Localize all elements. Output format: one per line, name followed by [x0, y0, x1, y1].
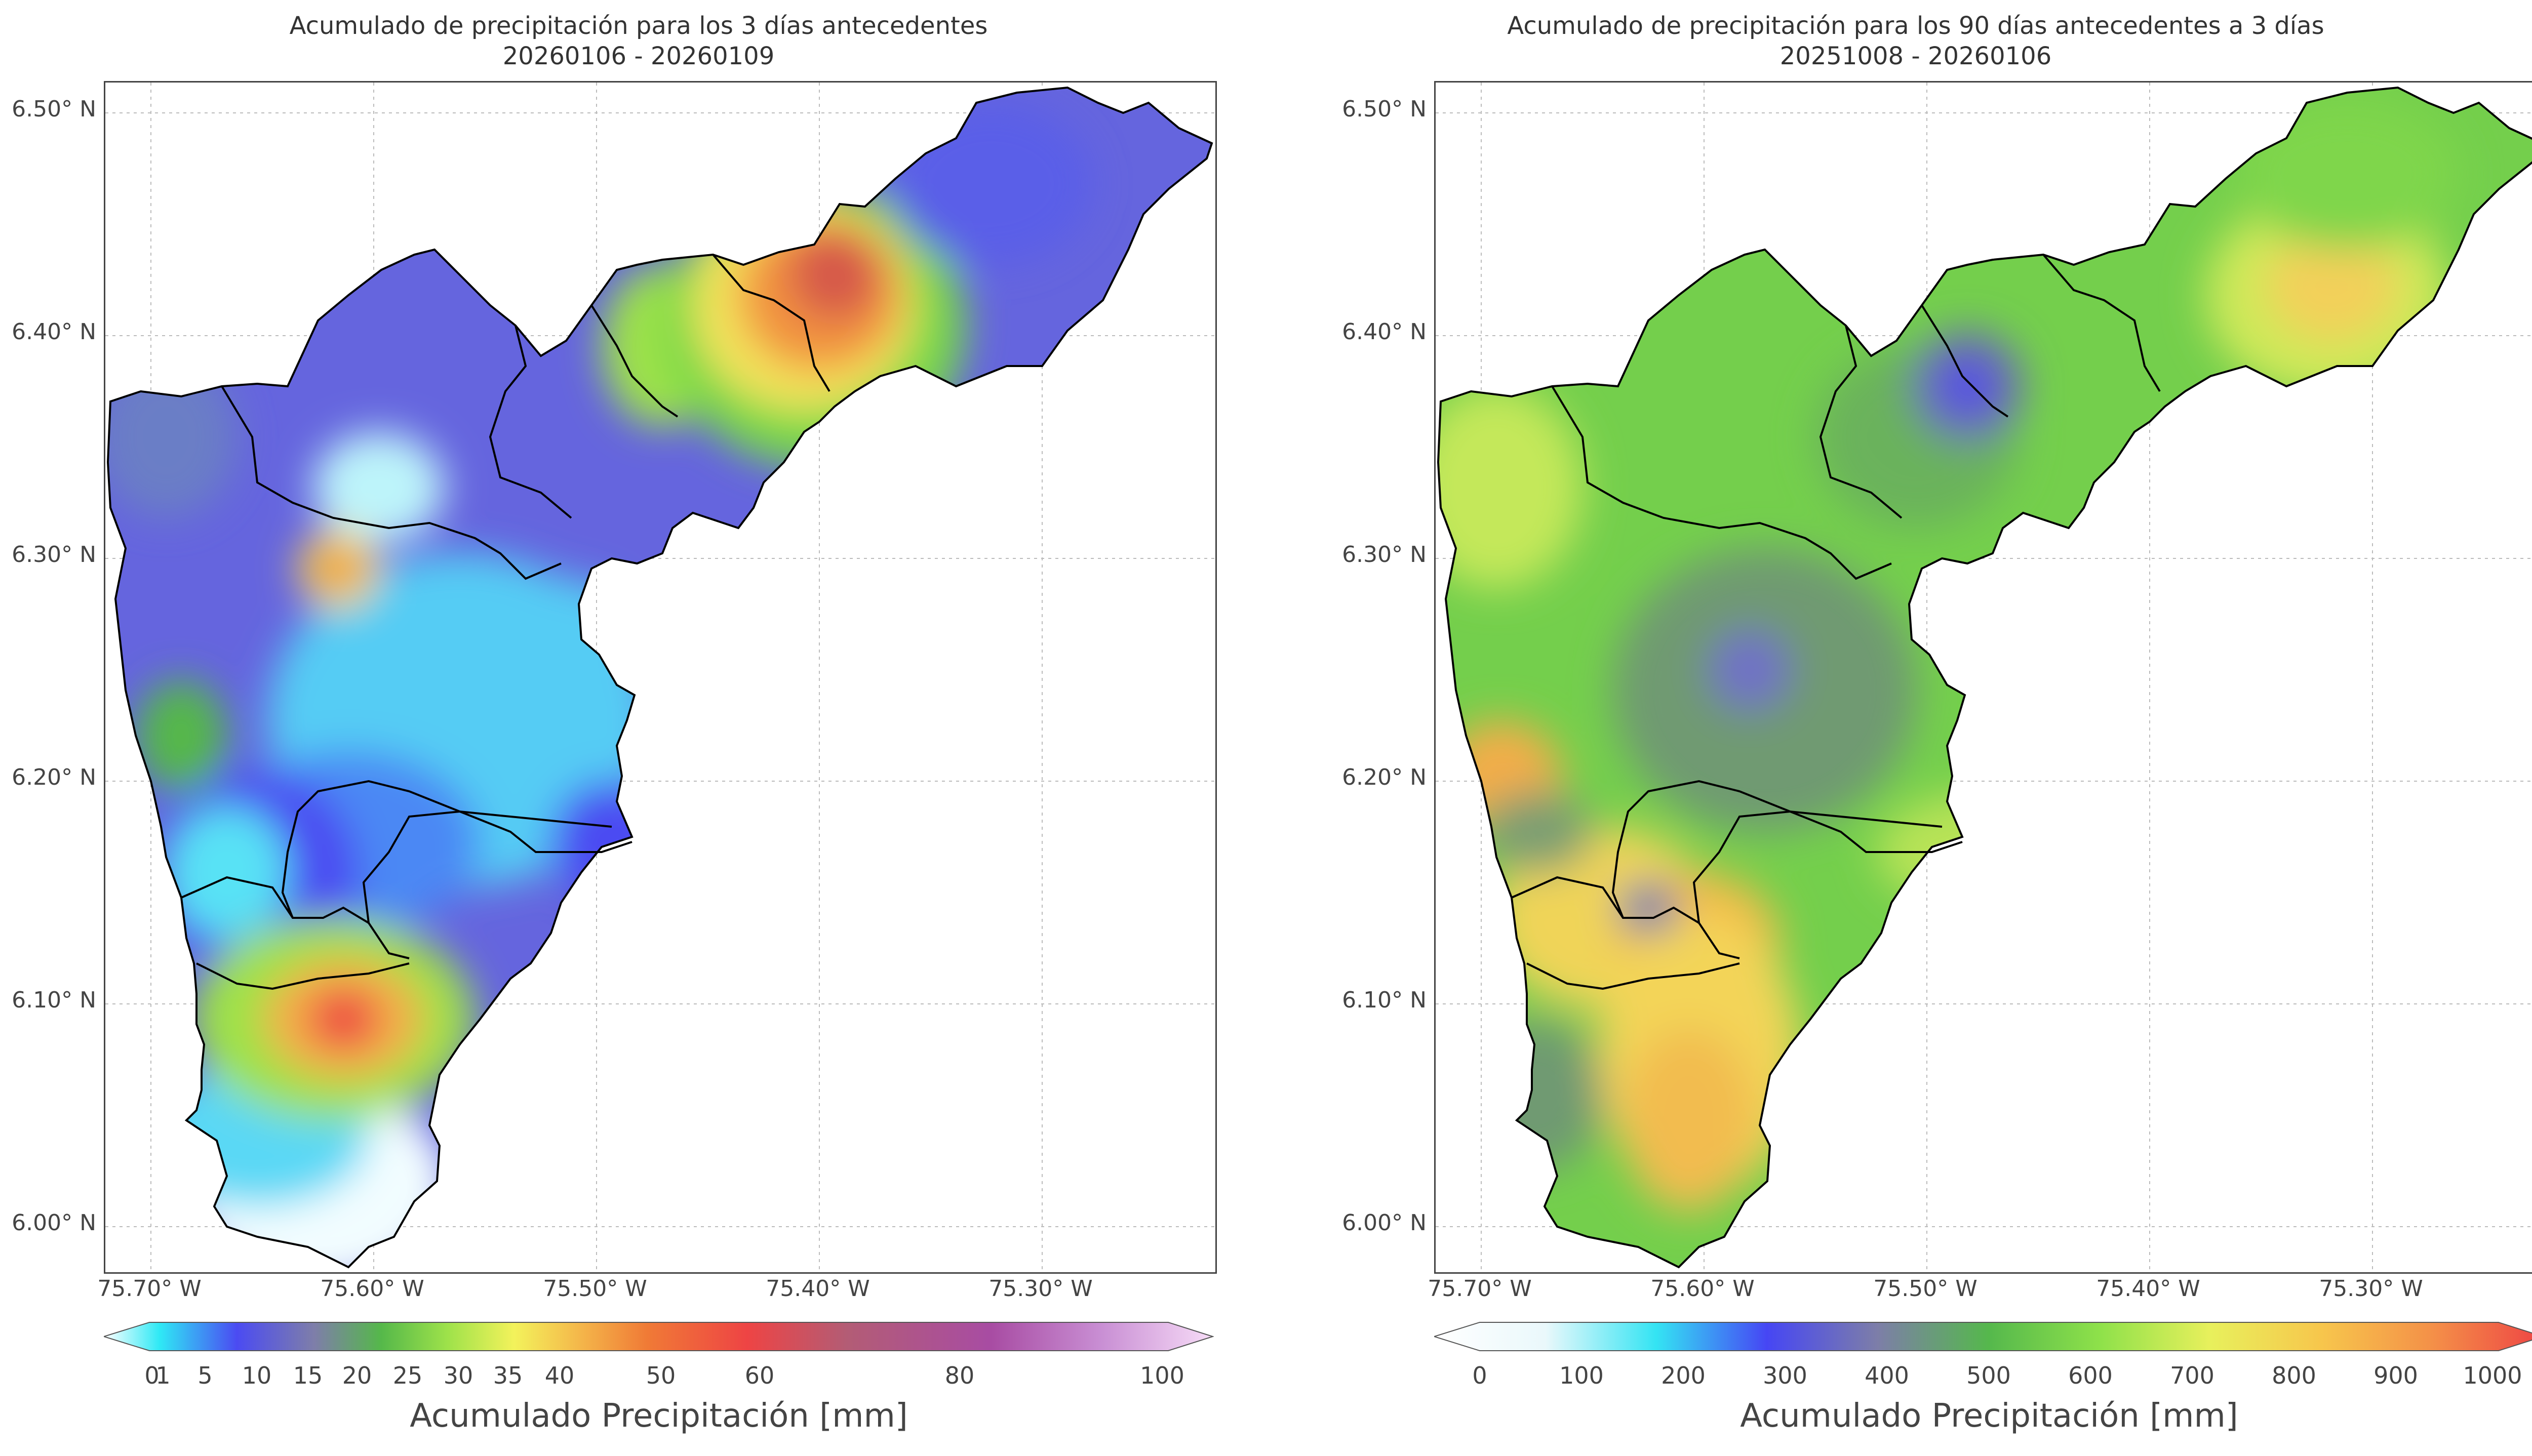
left-lat-label: 6.50° N [12, 96, 96, 122]
right-cbar-tick: 500 [1966, 1362, 2011, 1389]
left-lon-label: 75.50° W [543, 1276, 647, 1302]
left-cbar-tick: 10 [242, 1362, 272, 1389]
right-lat-label: 6.00° N [1342, 1210, 1427, 1236]
left-lat-label: 6.30° N [12, 542, 96, 568]
left-lon-label: 75.60° W [320, 1276, 424, 1302]
left-map-area[interactable] [104, 81, 1217, 1274]
right-lat-label: 6.30° N [1342, 542, 1427, 568]
right-cbar-tick: 100 [1559, 1362, 1604, 1389]
left-cbar-tick: 5 [197, 1362, 213, 1389]
left-cbar-tick: 100 [1140, 1362, 1184, 1389]
left-lon-label: 75.30° W [988, 1276, 1093, 1302]
left-lat-label: 6.40° N [12, 319, 96, 345]
right-cbar-tick: 600 [2068, 1362, 2113, 1389]
right-cbar-tick: 300 [1763, 1362, 1807, 1389]
left-lon-label: 75.40° W [766, 1276, 870, 1302]
right-lat-label: 6.50° N [1342, 96, 1427, 122]
left-cbar-tick: 15 [293, 1362, 323, 1389]
left-cbar-tick: 60 [744, 1362, 775, 1389]
right-map-subtitle: 20251008 - 20260106 [1779, 42, 2052, 70]
right-cbar-tick: 1000 [2463, 1362, 2522, 1389]
right-lat-label: 6.20° N [1342, 764, 1427, 790]
left-cbar-tick: 25 [392, 1362, 423, 1389]
right-municipal-borders [1511, 254, 2161, 990]
right-lat-label: 6.40° N [1342, 319, 1427, 345]
right-cbar-tick: 0 [1472, 1362, 1487, 1389]
left-cbar-tick: 40 [544, 1362, 575, 1389]
right-cbar-tick: 800 [2272, 1362, 2316, 1389]
right-map-panel: Acumulado de precipitación para los 90 d… [1277, 0, 2532, 1456]
right-lat-label: 6.10° N [1342, 987, 1427, 1013]
right-lon-label: 75.40° W [2096, 1276, 2200, 1302]
left-colorbar [104, 1322, 1214, 1351]
left-map-panel: Acumulado de precipitación para los 3 dí… [12, 12, 1217, 1435]
left-map-svg [105, 83, 1215, 1272]
left-lon-label: 75.70° W [97, 1276, 202, 1302]
left-lat-label: 6.10° N [12, 987, 96, 1013]
right-cbar-label: Acumulado Precipitación [mm] [1740, 1397, 2238, 1435]
left-cbar-tick: 50 [646, 1362, 676, 1389]
left-map-subtitle: 20260106 - 20260109 [502, 42, 775, 70]
right-cbar-tick: 200 [1661, 1362, 1706, 1389]
left-cbar-tick: 0 [144, 1362, 160, 1389]
left-cbar-label: Acumulado Precipitación [mm] [410, 1397, 908, 1435]
left-cbar-tick: 30 [443, 1362, 473, 1389]
right-cbar-tick: 700 [2170, 1362, 2214, 1389]
left-cbar-tick: 20 [342, 1362, 372, 1389]
right-lon-label: 75.30° W [2319, 1276, 2423, 1302]
left-cbar-tick: 1 [155, 1362, 171, 1389]
right-map-svg [1436, 83, 2532, 1272]
right-cbar-tick: 400 [1865, 1362, 1909, 1389]
left-lat-label: 6.00° N [12, 1210, 96, 1236]
right-map-title: Acumulado de precipitación para los 90 d… [1507, 12, 2324, 40]
left-cbar-tick: 35 [493, 1362, 523, 1389]
right-colorbar [1434, 1322, 2532, 1351]
left-lat-label: 6.20° N [12, 764, 96, 790]
right-map-area[interactable] [1434, 81, 2532, 1274]
right-cbar-tick: 900 [2373, 1362, 2418, 1389]
left-municipal-borders [181, 254, 830, 990]
left-cbar-tick: 80 [944, 1362, 975, 1389]
right-lon-label: 75.60° W [1650, 1276, 1755, 1302]
left-map-title: Acumulado de precipitación para los 3 dí… [289, 12, 988, 40]
right-lon-label: 75.70° W [1428, 1276, 1532, 1302]
right-lon-label: 75.50° W [1873, 1276, 1977, 1302]
